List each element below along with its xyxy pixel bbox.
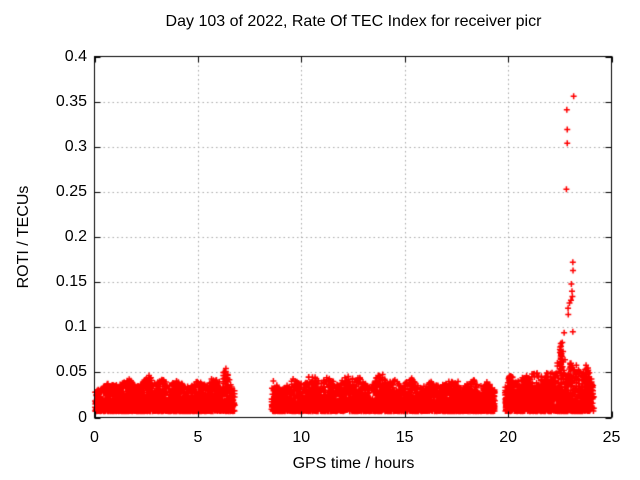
x-tick-label-25: 25 bbox=[602, 429, 621, 446]
y-tick-label-0.4: 0.4 bbox=[64, 47, 87, 65]
y-tick-label-0.25: 0.25 bbox=[55, 182, 87, 200]
y-tick-label-0.05: 0.05 bbox=[55, 363, 87, 381]
x-tick-label-10: 10 bbox=[292, 429, 311, 446]
x-tick-label-20: 20 bbox=[499, 429, 517, 446]
y-tick-label-0.2: 0.2 bbox=[64, 228, 87, 245]
y-tick-label-0.3: 0.3 bbox=[64, 137, 87, 155]
chart-title: Day 103 of 2022, Rate Of TEC Index for r… bbox=[165, 13, 542, 30]
x-tick-label-0: 0 bbox=[90, 429, 99, 446]
y-tick-label-0.15: 0.15 bbox=[55, 273, 87, 291]
y-tick-label-0.35: 0.35 bbox=[55, 92, 87, 110]
y-tick-label-0.1: 0.1 bbox=[64, 318, 87, 336]
y-tick-label-0: 0 bbox=[78, 408, 87, 426]
x-tick-label-5: 5 bbox=[193, 429, 203, 446]
x-axis-title: GPS time / hours bbox=[292, 455, 415, 472]
x-tick-label-15: 15 bbox=[395, 429, 414, 446]
